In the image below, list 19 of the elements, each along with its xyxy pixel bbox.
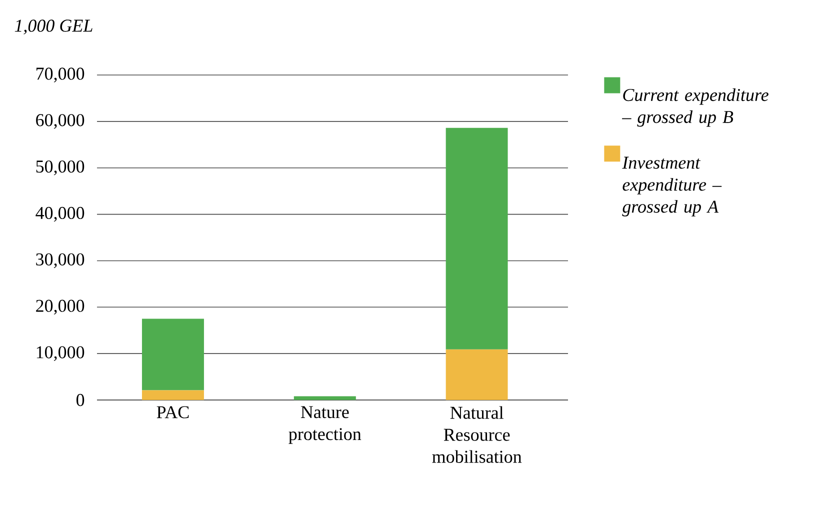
bar [294, 396, 356, 400]
legend-label: Investment expenditure – grossed up A [622, 156, 722, 216]
y-axis-title: 1,000 GEL [14, 20, 92, 34]
y-tick-label: 10,000 [36, 346, 84, 361]
x-tick-label: Nature protection [288, 406, 362, 444]
bar [142, 390, 204, 400]
bar [446, 128, 508, 350]
bar [446, 349, 508, 400]
y-tick-label: 50,000 [36, 160, 84, 176]
x-tick-label: Natural Resource mobilisation [432, 406, 522, 463]
y-tick-label: 70,000 [36, 68, 84, 82]
y-tick-label: 20,000 [36, 300, 84, 315]
x-tick-label: PAC [156, 406, 189, 418]
y-tick-label: 30,000 [36, 253, 84, 268]
y-tick-label: 40,000 [36, 206, 84, 222]
legend-label: Current expenditure – grossed up B [622, 88, 768, 127]
bar [142, 318, 204, 390]
y-tick-label: 60,000 [36, 114, 84, 129]
y-tick-label: 0 [76, 394, 84, 406]
